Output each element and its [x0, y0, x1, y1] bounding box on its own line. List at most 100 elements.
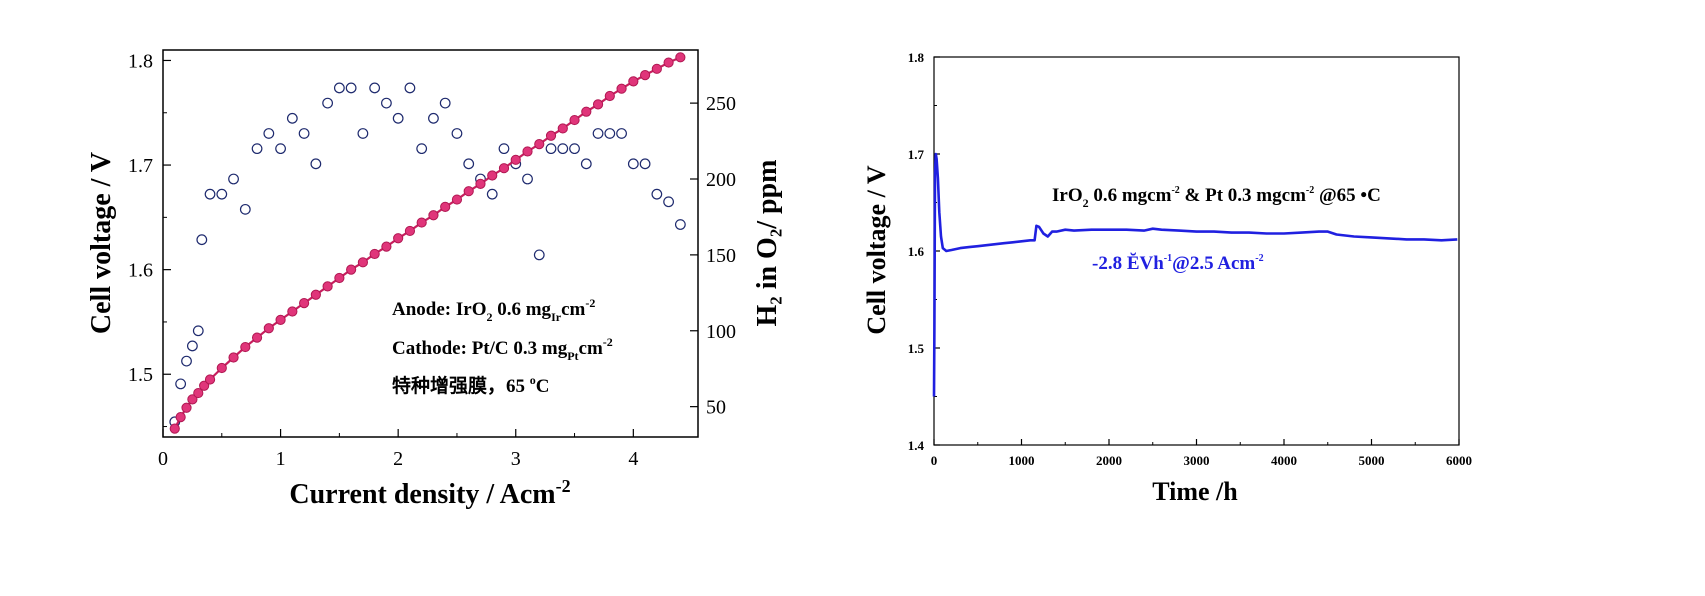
- chart1-x-axis-label: Current density / Acm-2: [289, 476, 570, 510]
- chart2-y-tick-label: 1.4: [908, 438, 925, 453]
- cell-voltage-point: [557, 123, 568, 134]
- h2-in-o2-point: [604, 128, 616, 139]
- chart2-x-tick-label: 6000: [1446, 453, 1472, 468]
- cell-voltage-point: [346, 264, 357, 275]
- cell-voltage-point: [545, 130, 557, 141]
- degradation-rate-annotation: -2.8 ĔVh-1@2.5 Acm-2: [1092, 252, 1264, 274]
- cell-voltage-point: [381, 241, 392, 252]
- h2-in-o2-point: [451, 128, 463, 139]
- cell-voltage-point: [663, 57, 674, 68]
- h2-in-o2-point: [498, 143, 510, 155]
- cell-voltage-point: [675, 52, 686, 63]
- chart1-plot-frame: [162, 49, 699, 438]
- h2-in-o2-point: [322, 97, 334, 109]
- h2-in-o2-point: [627, 158, 639, 170]
- cell-voltage-point: [475, 178, 486, 189]
- chart1-x-tick-label: 4: [628, 448, 638, 470]
- chart2-x-tick-label: 4000: [1271, 453, 1297, 468]
- chart2-x-tick-label: 5000: [1359, 453, 1385, 468]
- cell-voltage-point: [369, 248, 380, 260]
- chart1-y2-tick-label: 100: [706, 321, 736, 343]
- cell-voltage-point: [199, 380, 210, 391]
- h2-in-o2-point: [651, 188, 663, 200]
- h2-in-o2-point: [310, 158, 322, 170]
- cathode-annotation: Cathode: Pt/C 0.3 mgPtcm-2: [392, 335, 613, 363]
- h2-in-o2-point: [298, 128, 310, 139]
- chart1-y-axis-label: Cell voltage / V: [86, 152, 117, 334]
- chart2-x-axis-label: Time /h: [1152, 477, 1238, 506]
- cell-voltage-point: [616, 83, 627, 94]
- h2-in-o2-point: [381, 97, 392, 109]
- h2-in-o2-point: [428, 112, 439, 124]
- h2-in-o2-point: [674, 219, 686, 230]
- chart1-y2-axis-label: H₂ in O₂/ ppm: [752, 160, 783, 327]
- chart1-x-tick-label: 1: [276, 448, 286, 470]
- h2-in-o2-point: [263, 128, 275, 139]
- chart2-x-tick-label: 1000: [1009, 453, 1035, 468]
- chart1-y2-tick-label: 150: [706, 245, 736, 267]
- cell-voltage-point: [404, 225, 416, 237]
- cell-voltage-point: [393, 233, 404, 244]
- h2-in-o2-point: [196, 234, 208, 246]
- catalyst-annotation: IrO2 0.6 mgcm-2 & Pt 0.3 mgcm-2 @65 •C: [1052, 185, 1381, 210]
- h2-in-o2-point: [357, 128, 369, 139]
- h2-in-o2-point: [228, 173, 239, 185]
- h2-in-o2-point: [333, 82, 345, 94]
- chart1-y-tick-label: 1.7: [128, 155, 153, 177]
- h2-in-o2-point: [181, 355, 192, 367]
- h2-in-o2-point: [616, 128, 627, 139]
- chart2-y-ticks: 1.4 1.5 1.6 1.7 1.8: [908, 50, 940, 453]
- h2-in-o2-point: [192, 325, 204, 337]
- cell-voltage-point: [216, 362, 227, 374]
- chart1-y-tick-label: 1.5: [128, 364, 153, 386]
- cell-voltage-point: [228, 352, 239, 363]
- cell-voltage-point: [298, 298, 310, 309]
- h2-in-o2-point: [416, 143, 428, 155]
- cell-voltage-point: [169, 423, 180, 434]
- chart1-y2-tick-label: 50: [706, 397, 726, 419]
- voltage-time-line: [932, 152, 1458, 397]
- chart1-x-ticks: 0 1 2 3 4: [158, 429, 638, 470]
- h2-in-o2-point: [175, 378, 187, 390]
- cell-voltage-point: [263, 323, 274, 334]
- h2-in-o2-point: [545, 143, 557, 155]
- cell-voltage-point: [310, 289, 321, 300]
- h2-in-o2-point: [439, 97, 451, 109]
- h2-in-o2-point: [663, 196, 675, 208]
- chart1-y-tick-label: 1.8: [128, 50, 153, 72]
- h2-in-o2-point: [251, 143, 263, 155]
- cell-voltage-point: [428, 210, 439, 221]
- chart2-y-axis-label: Cell voltage / V: [862, 165, 891, 334]
- chart2-y-tick-label: 1.7: [908, 147, 925, 162]
- h2-in-o2-point: [392, 112, 404, 124]
- h2-in-o2-point: [580, 158, 592, 170]
- cell-voltage-point: [451, 194, 463, 205]
- cell-voltage-point: [581, 106, 592, 117]
- cell-voltage-point: [510, 154, 521, 165]
- h2-in-o2-point: [216, 188, 228, 200]
- cell-voltage-point: [651, 63, 662, 74]
- cell-voltage-point: [440, 201, 451, 212]
- h2-in-o2-point: [486, 188, 498, 200]
- h2-in-o2-point: [186, 340, 198, 352]
- cell-voltage-point: [639, 70, 651, 81]
- cell-voltage-point: [628, 76, 639, 87]
- cell-voltage-point: [204, 374, 216, 385]
- cell-voltage-point: [357, 257, 368, 268]
- h2-in-o2-point: [592, 128, 604, 139]
- h2-in-o2-point: [404, 82, 416, 94]
- cell-voltage-point: [334, 272, 345, 284]
- h2-in-o2-point: [345, 82, 357, 94]
- cell-voltage-point: [592, 99, 604, 110]
- cell-voltage-point: [240, 341, 251, 353]
- anode-annotation: Anode: IrO2 0.6 mgIrcm-2: [392, 296, 595, 324]
- chart1-x-tick-label: 3: [511, 448, 521, 470]
- chart2-plot-frame: [933, 56, 1460, 446]
- chart2-x-tick-label: 0: [931, 453, 938, 468]
- cell-voltage-point: [487, 170, 498, 181]
- h2-in-o2-point: [557, 143, 569, 155]
- h2-in-o2-point: [286, 112, 298, 124]
- cell-voltage-series: [169, 52, 686, 434]
- cell-voltage-point: [275, 314, 286, 325]
- cell-voltage-point: [416, 217, 427, 228]
